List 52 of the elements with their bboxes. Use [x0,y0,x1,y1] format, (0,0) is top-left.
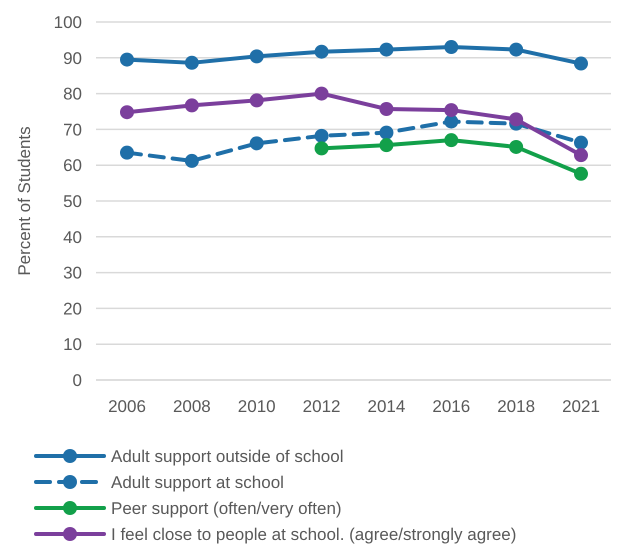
y-tick-label: 10 [63,335,82,354]
point [120,105,134,120]
point [509,42,524,57]
y-axis-title: Percent of Students [15,126,34,276]
point [379,138,394,152]
y-tick-label: 100 [54,12,82,32]
x-tick-label: 2010 [238,397,276,416]
point [509,112,524,126]
point [314,86,329,101]
legend-label: Adult support at school [111,472,284,492]
y-tick-label: 80 [63,84,82,104]
point [184,154,199,168]
point [184,56,199,70]
point [250,136,264,150]
y-tick-label: 20 [63,299,82,318]
legend-label: I feel close to people at school. (agree/strongly agree) [111,524,516,544]
point [574,166,588,181]
point [574,136,588,150]
point [509,140,524,154]
x-tick-label: 2016 [432,397,470,416]
x-tick-label: 2021 [562,397,600,416]
y-tick-label: 90 [63,48,82,68]
point [120,52,134,67]
point [250,93,264,108]
legend-label: Adult support outside of school [111,446,344,466]
point [444,114,458,129]
point [379,126,394,140]
x-tick-label: 2018 [497,397,536,416]
y-tick-label: 70 [63,120,82,140]
y-tick-label: 60 [63,156,82,176]
point [314,128,329,143]
point [314,141,329,156]
x-tick-label: 2008 [172,397,211,416]
x-tick-label: 2014 [368,397,406,416]
point [444,40,458,54]
legend-label: Peer support (often/very often) [111,498,342,518]
y-tick-label: 30 [63,264,82,283]
point [574,56,588,71]
y-tick-label: 40 [63,228,82,247]
point [314,44,329,59]
point [120,146,134,160]
y-tick-label: 0 [72,370,82,390]
point [184,98,199,112]
point [379,102,394,116]
point [444,103,458,118]
y-tick-label: 50 [63,192,82,211]
x-tick-label: 2012 [302,397,340,416]
x-tick-label: 2006 [108,397,146,416]
point [379,42,394,57]
point [444,133,458,148]
point [250,49,264,64]
point [574,148,588,162]
